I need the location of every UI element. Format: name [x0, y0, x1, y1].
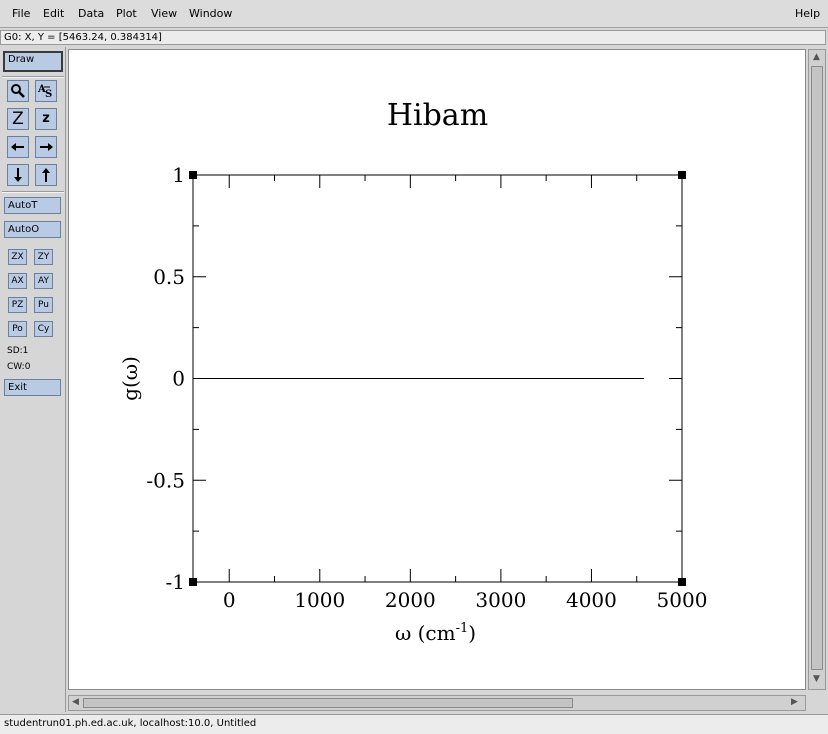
magnifier-icon — [11, 84, 25, 98]
vertical-scroll-thumb[interactable] — [811, 66, 823, 670]
arrow-up-icon — [42, 168, 50, 182]
scroll-right-arrow-icon[interactable]: ▶ — [791, 697, 798, 707]
x-axis-label: ω (cm-1) — [395, 621, 476, 645]
scroll-up-arrow-icon[interactable]: ▲ — [813, 52, 820, 62]
autoscale-button[interactable]: A S — [35, 80, 57, 102]
chart: 0 1000 2000 3000 4000 5000 -1 -0.5 0 0.5 1 Hibam ω (… — [118, 98, 708, 645]
scroll-down-button[interactable] — [7, 164, 29, 186]
scroll-left-button[interactable] — [7, 136, 29, 158]
menu-edit[interactable]: Edit — [43, 7, 65, 20]
chart-title: Hibam — [387, 98, 488, 133]
zy-button[interactable]: ZY — [34, 249, 53, 265]
x-tick-label: 1000 — [294, 588, 345, 612]
draw-button[interactable]: Draw — [3, 51, 63, 72]
sd-indicator: SD:1 — [7, 346, 29, 356]
arrow-down-icon — [14, 168, 22, 182]
y-tick-label: -0.5 — [146, 468, 185, 492]
scroll-left-arrow-icon[interactable]: ◀ — [72, 697, 79, 707]
cw-indicator: CW:0 — [7, 362, 31, 372]
y-tick-label: -1 — [166, 570, 185, 594]
zoom-out-button[interactable]: z — [35, 108, 57, 130]
y-axis-label: g(ω) — [118, 356, 142, 401]
svg-text:S: S — [45, 89, 52, 100]
separator — [2, 76, 64, 78]
menubar: File Edit Data Plot View Window Help — [0, 0, 828, 28]
menu-view[interactable]: View — [151, 7, 178, 20]
zoom-button[interactable] — [7, 80, 29, 102]
plot-canvas[interactable]: 0 1000 2000 3000 4000 5000 -1 -0.5 0 0.5 1 Hibam ω (… — [68, 49, 806, 690]
x-tick-label: 5000 — [657, 588, 708, 612]
y-tick-label: 1 — [172, 163, 185, 187]
autot-button[interactable]: AutoT — [4, 197, 61, 214]
pu-button[interactable]: Pu — [34, 297, 53, 313]
horizontal-scrollbar[interactable]: ◀ ▶ — [68, 695, 806, 711]
zoom-in-button[interactable]: Z — [7, 108, 29, 130]
cy-button[interactable]: Cy — [34, 321, 53, 337]
vertical-scrollbar[interactable]: ▲ ▼ — [808, 49, 826, 690]
x-tick-label: 4000 — [566, 588, 617, 612]
tool-panel: Draw A S Z z — [0, 47, 66, 712]
scroll-right-button[interactable] — [35, 136, 57, 158]
ay-button[interactable]: AY — [34, 273, 53, 289]
locator-display: G0: X, Y = [5463.24, 0.384314] — [0, 30, 826, 45]
as-icon: A S — [37, 84, 52, 100]
menu-plot[interactable]: Plot — [116, 7, 137, 20]
horizontal-scroll-thumb[interactable] — [83, 698, 573, 708]
scroll-down-arrow-icon[interactable]: ▼ — [813, 674, 820, 684]
separator — [2, 191, 64, 193]
x-tick-label: 3000 — [475, 588, 526, 612]
menu-data[interactable]: Data — [78, 7, 105, 20]
arrow-left-icon — [11, 143, 24, 151]
pz-button[interactable]: PZ — [8, 297, 27, 313]
x-tick-label: 0 — [223, 588, 236, 612]
menu-window[interactable]: Window — [189, 7, 233, 20]
ax-button[interactable]: AX — [8, 273, 27, 289]
y-tick-label: 0.5 — [153, 265, 185, 289]
svg-text:A: A — [37, 84, 46, 95]
menu-help[interactable]: Help — [795, 7, 821, 20]
exit-button[interactable]: Exit — [4, 379, 61, 396]
x-tick-label: 2000 — [385, 588, 436, 612]
menu-file[interactable]: File — [12, 7, 31, 20]
arrow-right-icon — [40, 143, 53, 151]
scroll-up-button[interactable] — [35, 164, 57, 186]
session-status: studentrun01.ph.ed.ac.uk, localhost:10.0… — [0, 714, 828, 734]
y-tick-label: 0 — [172, 367, 185, 391]
zx-button[interactable]: ZX — [8, 249, 27, 265]
autoo-button[interactable]: AutoO — [4, 221, 61, 238]
po-button[interactable]: Po — [8, 321, 27, 337]
